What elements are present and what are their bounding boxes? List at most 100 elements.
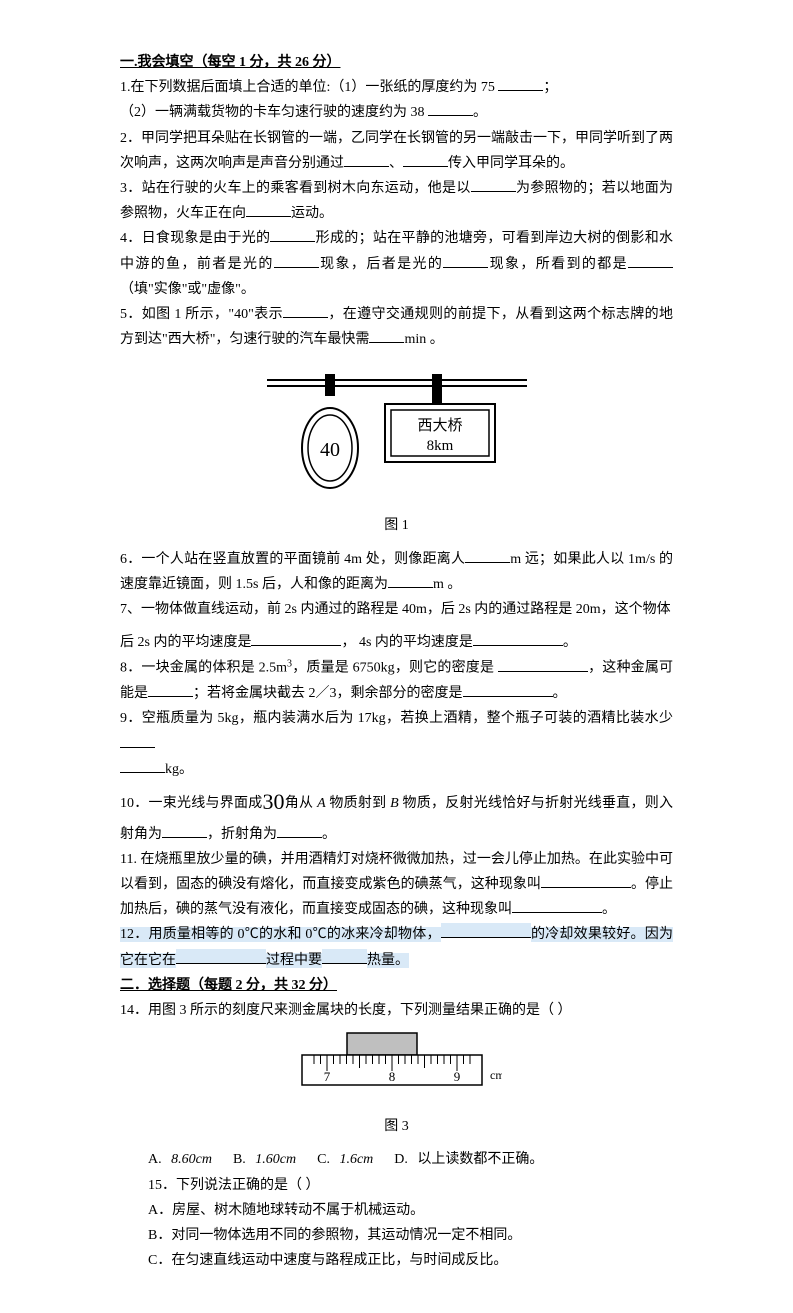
- q5-l1: 5．如图 1 所示，"40"表示: [120, 307, 283, 322]
- q2-blank2: [403, 152, 448, 167]
- q12: 12．用质量相等的 0℃的水和 0℃的冰来冷却物体，的冷却效果较好。因为它在它在…: [120, 922, 673, 972]
- q1-lead: 1.在下列数据后面填上合适的单位:（1）一张纸的厚度约为 75: [120, 80, 498, 95]
- q9-blank1: [120, 758, 165, 773]
- svg-text:9: 9: [453, 1069, 460, 1084]
- q8-blank1: [498, 657, 588, 672]
- q10-p3: 物质射到: [326, 796, 391, 811]
- q10-l1: 10．一束光线与界面成: [120, 796, 263, 811]
- q8-l1: 8．一块金属的体积是 2.5m: [120, 661, 287, 676]
- q9-l1: 9．空瓶质量为 5kg，瓶内装满水后为 17kg，若换上酒精，整个瓶子可装的酒精…: [120, 711, 673, 726]
- q8-p2: ，质量是 6750kg，则它的密度是: [292, 661, 498, 676]
- q10-A: A: [317, 796, 326, 811]
- q14-optD-label: D.: [394, 1147, 408, 1172]
- q5-blank1: [283, 303, 328, 318]
- q2-tail: 传入甲同学耳朵的。: [448, 156, 574, 171]
- q10-p2: 角从: [285, 796, 318, 811]
- q4-blank1: [270, 227, 315, 242]
- q12-blank3: [322, 949, 367, 964]
- q7-l2a: 后 2s 内的平均速度是: [120, 635, 251, 650]
- section1-title: 一.我会填空（每空 1 分，共 26 分）: [120, 50, 673, 75]
- q12-p4: 热量。: [367, 953, 409, 968]
- q14-stem: 14．用图 3 所示的刻度尺来测金属块的长度，下列测量结果正确的是（ ）: [120, 998, 673, 1023]
- q15-C: C．在匀速直线运动中速度与路程成正比，与时间成反比。: [120, 1248, 673, 1273]
- figure3-caption: 图 3: [120, 1114, 673, 1139]
- fig1-speed-text: 40: [320, 439, 340, 461]
- q15-A: A．房屋、树木随地球转动不属于机械运动。: [120, 1198, 673, 1223]
- q11-blank1: [541, 873, 631, 888]
- q6-blank1: [465, 548, 510, 563]
- q10-blank2: [277, 823, 322, 838]
- q5: 5．如图 1 所示，"40"表示，在遵守交通规则的前提下，从看到这两个标志牌的地…: [120, 302, 673, 352]
- q14-optA-label: A.: [148, 1147, 162, 1172]
- q3-blank1: [471, 177, 516, 192]
- q1-tail: ；: [543, 80, 557, 95]
- q8-p4: ；若将金属块截去 2／3，剩余部分的密度是: [193, 686, 463, 701]
- q10-p6: 。: [322, 827, 336, 842]
- figure3: 7 8 9 cm: [120, 1031, 673, 1110]
- q12-l1: 12．用质量相等的 0℃的水和 0℃的冰来冷却物体，: [120, 927, 441, 942]
- svg-text:7: 7: [323, 1069, 330, 1084]
- q14-opts: A. 8.60cm B. 1.60cm C. 1.6cm D. 以上读数都不正确…: [120, 1147, 673, 1172]
- q10-angle: 30: [263, 789, 285, 814]
- q3-l1: 3．站在行驶的火车上的乘客看到树木向东运动，他是以: [120, 181, 471, 196]
- q1b-post: 。: [473, 105, 487, 120]
- q3-blank2: [246, 202, 291, 217]
- q7-blank1: [251, 631, 341, 646]
- q4-blank2: [274, 253, 319, 268]
- q14-optC: 1.6cm: [339, 1147, 373, 1172]
- q2-mid: 、: [389, 156, 403, 171]
- q9-blank0: [120, 733, 155, 748]
- q4-p4: 现象，所看到的都是: [488, 257, 628, 272]
- figure1-svg: 40 西大桥 8km: [267, 360, 527, 500]
- q14-optA: 8.60cm: [171, 1147, 212, 1172]
- q7-l2: 后 2s 内的平均速度是 ， 4s 内的平均速度是 。: [120, 630, 673, 655]
- q1: 1.在下列数据后面填上合适的单位:（1）一张纸的厚度约为 75 ；: [120, 75, 673, 100]
- q7-l1: 7、一物体做直线运动，前 2s 内通过的路程是 40m，后 2s 内的通过路程是…: [120, 597, 673, 622]
- q12-p3a: 它在: [148, 953, 176, 968]
- q6-l1: 6．一个人站在竖直放置的平面镜前 4m 处，则像距离人: [120, 552, 465, 567]
- q1b-pre: （2）一辆满载货物的卡车匀速行驶的速度约为 38: [120, 105, 428, 120]
- q6: 6．一个人站在竖直放置的平面镜前 4m 处，则像距离人m 远；如果此人以 1m/…: [120, 547, 673, 597]
- q7-l2c: 。: [563, 635, 577, 650]
- q4-blank4: [628, 253, 673, 268]
- q4-l1: 4．日食现象是由于光的: [120, 231, 270, 246]
- q10-B: B: [390, 796, 399, 811]
- q11-p3: 。: [602, 902, 616, 917]
- q4-blank3: [443, 253, 488, 268]
- q2-blank1: [344, 152, 389, 167]
- q14-optB: 1.60cm: [255, 1147, 296, 1172]
- q12-p3: 过程中要: [266, 953, 322, 968]
- q6-blank2: [388, 573, 433, 588]
- fig1-dist-text: 8km: [426, 438, 453, 454]
- q12-blank1: [441, 923, 531, 938]
- q4-p5: （填"实像"或"虚像"。: [120, 282, 255, 297]
- q14-optD: 以上读数都不正确。: [417, 1147, 543, 1172]
- fig1-bridge-text: 西大桥: [417, 417, 462, 434]
- q1-blank2: [428, 101, 473, 116]
- q8: 8．一块金属的体积是 2.5m3，质量是 6750kg，则它的密度是 ，这种金属…: [120, 655, 673, 706]
- q12-blank2: [176, 949, 266, 964]
- q3: 3．站在行驶的火车上的乘客看到树木向东运动，他是以为参照物的；若以地面为参照物，…: [120, 176, 673, 226]
- q10-p5: ，折射角为: [207, 827, 277, 842]
- q15-B: B．对同一物体选用不同的参照物，其运动情况一定不相同。: [120, 1223, 673, 1248]
- q15-stem: 15．下列说法正确的是（ ）: [120, 1173, 673, 1198]
- q10: 10．一束光线与界面成30角从 A 物质射到 B 物质，反射光线恰好与折射光线垂…: [120, 782, 673, 847]
- q3-tail: 运动。: [291, 206, 333, 221]
- q8-p5: 。: [553, 686, 567, 701]
- q4-p3: 现象，后者是光的: [319, 257, 443, 272]
- q11: 11. 在烧瓶里放少量的碘，并用酒精灯对烧杯微微加热，过一会儿停止加热。在此实验…: [120, 847, 673, 923]
- page: 一.我会填空（每空 1 分，共 26 分） 1.在下列数据后面填上合适的单位:（…: [0, 0, 793, 1313]
- q7-blank2: [473, 631, 563, 646]
- svg-text:8: 8: [388, 1069, 395, 1084]
- q8-blank2: [148, 682, 193, 697]
- q7-l2b: ， 4s 内的平均速度是: [341, 635, 472, 650]
- figure1: 40 西大桥 8km: [120, 360, 673, 509]
- q2: 2．甲同学把耳朵贴在长钢管的一端，乙同学在长钢管的另一端敲击一下，甲同学听到了两…: [120, 126, 673, 176]
- q14-optC-label: C.: [317, 1147, 330, 1172]
- q1-line2: （2）一辆满载货物的卡车匀速行驶的速度约为 38 。: [120, 100, 673, 125]
- q6-p3: m 。: [433, 577, 461, 592]
- section2-title: 二．选择题（每题 2 分，共 32 分）: [120, 973, 673, 998]
- q10-blank1: [162, 823, 207, 838]
- figure1-caption: 图 1: [120, 513, 673, 538]
- q11-blank2: [512, 898, 602, 913]
